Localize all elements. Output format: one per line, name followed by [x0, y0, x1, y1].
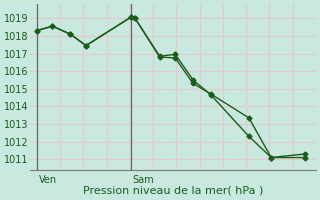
Text: Ven: Ven: [39, 175, 57, 185]
X-axis label: Pression niveau de la mer( hPa ): Pression niveau de la mer( hPa ): [83, 186, 263, 196]
Text: Sam: Sam: [133, 175, 155, 185]
